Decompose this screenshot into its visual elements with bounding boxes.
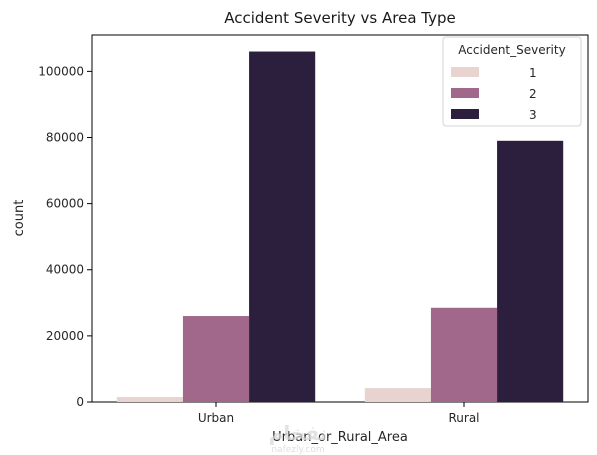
- legend-frame: [442, 36, 582, 127]
- legend-label-1: 1: [529, 66, 537, 80]
- bar-urban-severity-3: [249, 51, 316, 403]
- x-tick-label: Urban: [198, 411, 234, 425]
- y-tick-label: 80000: [46, 130, 84, 144]
- bar-urban-severity-2: [182, 316, 250, 402]
- watermark: نفخام nafezly.com: [269, 421, 328, 455]
- x-axis: Urban Rural: [198, 402, 480, 425]
- watermark-subtext: nafezly.com: [271, 445, 324, 455]
- legend: Accident_Severity 1 2 3: [442, 36, 582, 127]
- legend-swatch-2: [451, 88, 479, 98]
- bars-group: [116, 51, 564, 403]
- legend-title: Accident_Severity: [458, 43, 565, 57]
- y-tick-label: 20000: [46, 329, 84, 343]
- legend-label-2: 2: [529, 87, 537, 101]
- legend-swatch-1: [451, 67, 479, 77]
- y-axis: 0 20000 40000 60000 80000 100000: [38, 64, 92, 409]
- legend-label-3: 3: [529, 108, 537, 122]
- y-tick-label: 100000: [38, 64, 84, 78]
- x-tick-label: Rural: [448, 411, 479, 425]
- chart-title: Accident Severity vs Area Type: [224, 9, 455, 27]
- legend-swatch-3: [451, 109, 479, 119]
- bar-rural-severity-1: [364, 388, 431, 402]
- y-axis-label: count: [12, 200, 27, 237]
- bar-rural-severity-2: [430, 307, 498, 402]
- x-axis-label: Urban_or_Rural_Area: [272, 430, 408, 445]
- bar-urban-severity-1: [116, 397, 183, 402]
- y-tick-label: 40000: [46, 263, 84, 277]
- watermark-text: نفخام: [269, 421, 328, 445]
- bar-rural-severity-3: [497, 140, 564, 402]
- y-tick-label: 60000: [46, 197, 84, 211]
- y-tick-label: 0: [76, 395, 84, 409]
